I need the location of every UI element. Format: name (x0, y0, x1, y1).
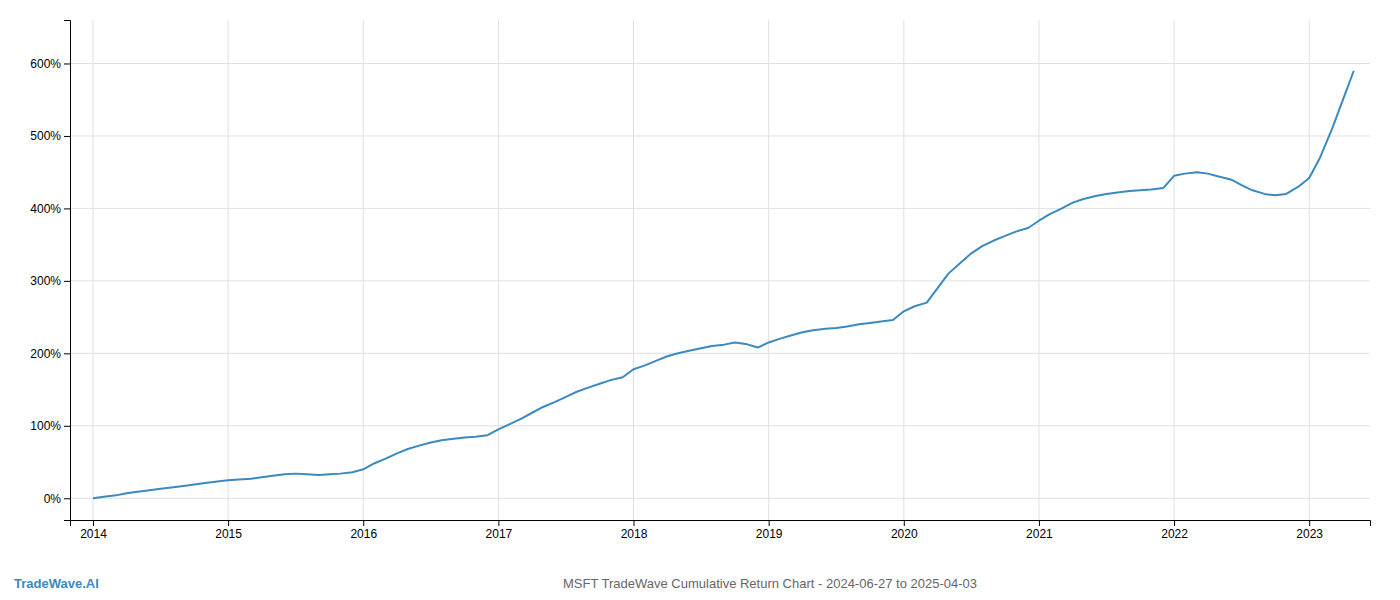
tick-label: 2019 (756, 527, 783, 541)
tick: 400% (30, 202, 70, 216)
axis-line (64, 21, 71, 521)
tick: 200% (30, 347, 70, 361)
watermark: TradeWave.AI (14, 576, 99, 591)
tick-mark (64, 426, 70, 427)
tick: 2014 (80, 520, 107, 541)
tick-mark (64, 498, 70, 499)
tick-mark (93, 520, 94, 526)
tick-label: 2017 (486, 527, 513, 541)
tick: 100% (30, 419, 70, 433)
tick-mark (634, 520, 635, 526)
grid-line (363, 20, 364, 520)
tick-label: 0% (44, 492, 62, 506)
tick-label: 2018 (621, 527, 648, 541)
grid-line (633, 20, 634, 520)
tick: 2018 (621, 520, 648, 541)
tick: 2015 (215, 520, 242, 541)
tick-mark (498, 520, 499, 526)
grid-line (1174, 20, 1175, 520)
tick-mark (64, 136, 70, 137)
tick-label: 500% (30, 129, 61, 143)
tick-label: 2014 (80, 527, 107, 541)
tick-mark (363, 520, 364, 526)
grid-line (70, 353, 1370, 354)
axis-line (71, 521, 1371, 527)
line (93, 71, 1354, 499)
tick: 2023 (1296, 520, 1323, 541)
tick: 2021 (1026, 520, 1053, 541)
y-axis: 0% 100% 200% 300% 400% 500% 600% (30, 21, 70, 521)
tick: 500% (30, 129, 70, 143)
grid-line (92, 20, 93, 520)
grid-line (70, 208, 1370, 209)
tick-label: 2020 (891, 527, 918, 541)
grid-line (498, 20, 499, 520)
tick-mark (1309, 520, 1310, 526)
tick: 2019 (756, 520, 783, 541)
tick-label: 2022 (1161, 527, 1188, 541)
tick-label: 600% (30, 57, 61, 71)
grid-line (70, 425, 1370, 426)
tick-mark (1039, 520, 1040, 526)
grid-line (70, 135, 1370, 136)
grid-line (768, 20, 769, 520)
tick: 2016 (350, 520, 377, 541)
tick-label: 2016 (350, 527, 377, 541)
grid-line (228, 20, 229, 520)
tick-label: 400% (30, 202, 61, 216)
tick-mark (904, 520, 905, 526)
tick-mark (64, 63, 70, 64)
grid-line (70, 63, 1370, 64)
tick-mark (228, 520, 229, 526)
tick: 300% (30, 274, 70, 288)
tick: 2020 (891, 520, 918, 541)
grid (70, 20, 1370, 520)
grid-line (1038, 20, 1039, 520)
plot-area (93, 71, 1354, 499)
tick-label: 200% (30, 347, 61, 361)
tick-label: 2023 (1296, 527, 1323, 541)
x-axis: 2014 2015 2016 2017 2018 2019 2020 2021 2022 2023 (71, 520, 1371, 541)
tick-label: 300% (30, 274, 61, 288)
grid-line (70, 280, 1370, 281)
tick-mark (64, 353, 70, 354)
tick-label: 2015 (215, 527, 242, 541)
chart: 2014 2015 2016 2017 2018 2019 2020 2021 2022 2023… (0, 0, 1400, 600)
tick-mark (64, 281, 70, 282)
grid-line (903, 20, 904, 520)
grid-line (70, 498, 1370, 499)
tick: 2017 (486, 520, 513, 541)
tick-label: 100% (30, 419, 61, 433)
tick: 2022 (1161, 520, 1188, 541)
grid-line (1309, 20, 1310, 520)
title: MSFT TradeWave Cumulative Return Chart -… (563, 576, 977, 591)
tick-mark (1174, 520, 1175, 526)
tick-label: 2021 (1026, 527, 1053, 541)
tick: 0% (44, 492, 70, 506)
tick-mark (64, 208, 70, 209)
tick: 600% (30, 57, 70, 71)
tick-mark (769, 520, 770, 526)
